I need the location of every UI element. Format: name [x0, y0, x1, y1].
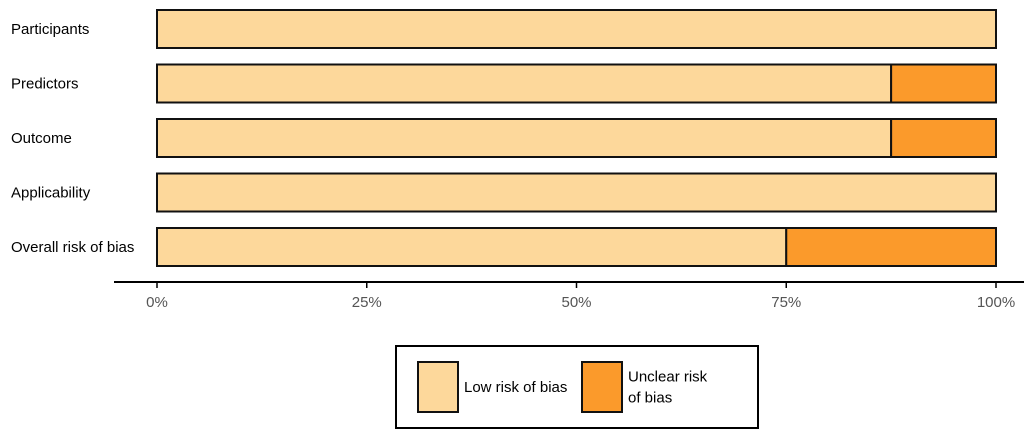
- bar-row-outcome: Outcome: [11, 118, 997, 158]
- legend-label: Unclear risk: [628, 369, 708, 386]
- bar-row-overall-risk-of-bias: Overall risk of bias: [11, 227, 997, 267]
- bar-segment-unclear-risk-of-bias: [785, 227, 997, 267]
- x-tick-label: 100%: [977, 294, 1015, 311]
- x-tick-label: 50%: [561, 294, 591, 311]
- bar-segment-low-risk-of-bias: [156, 227, 788, 267]
- legend-entry-low-risk-of-bias: Low risk of bias: [417, 361, 567, 413]
- category-label: Overall risk of bias: [11, 239, 134, 256]
- bars-layer: Participants Predictors Outcome Applicabili…: [11, 9, 997, 267]
- x-tick-label: 75%: [771, 294, 801, 311]
- bar-segment-unclear-risk-of-bias: [890, 63, 997, 104]
- bar-segment-low-risk-of-bias: [156, 172, 997, 213]
- bar-row-predictors: Predictors: [11, 63, 997, 104]
- legend-label: of bias: [628, 390, 672, 407]
- bar-segment-low-risk-of-bias: [156, 118, 893, 158]
- legend-swatch: [417, 361, 459, 413]
- category-label: Participants: [11, 21, 89, 38]
- category-label: Predictors: [11, 76, 79, 93]
- bar-segment-unclear-risk-of-bias: [890, 118, 997, 158]
- x-axis: 0% 25% 50% 75% 100%: [114, 281, 1024, 311]
- bar-row-applicability: Applicability: [11, 172, 997, 213]
- legend: Low risk of bias Unclear risk of bias: [395, 345, 759, 429]
- legend-swatch: [581, 361, 623, 413]
- bar-segment-low-risk-of-bias: [156, 63, 893, 104]
- legend-entry-unclear-risk-of-bias: Unclear risk of bias: [581, 361, 708, 413]
- legend-label: Low risk of bias: [464, 379, 567, 396]
- bar-segment-low-risk-of-bias: [156, 9, 997, 49]
- x-tick-label: 0%: [146, 294, 168, 311]
- x-tick-label: 25%: [352, 294, 382, 311]
- category-label: Outcome: [11, 130, 72, 147]
- category-label: Applicability: [11, 185, 91, 202]
- bar-row-participants: Participants: [11, 9, 997, 49]
